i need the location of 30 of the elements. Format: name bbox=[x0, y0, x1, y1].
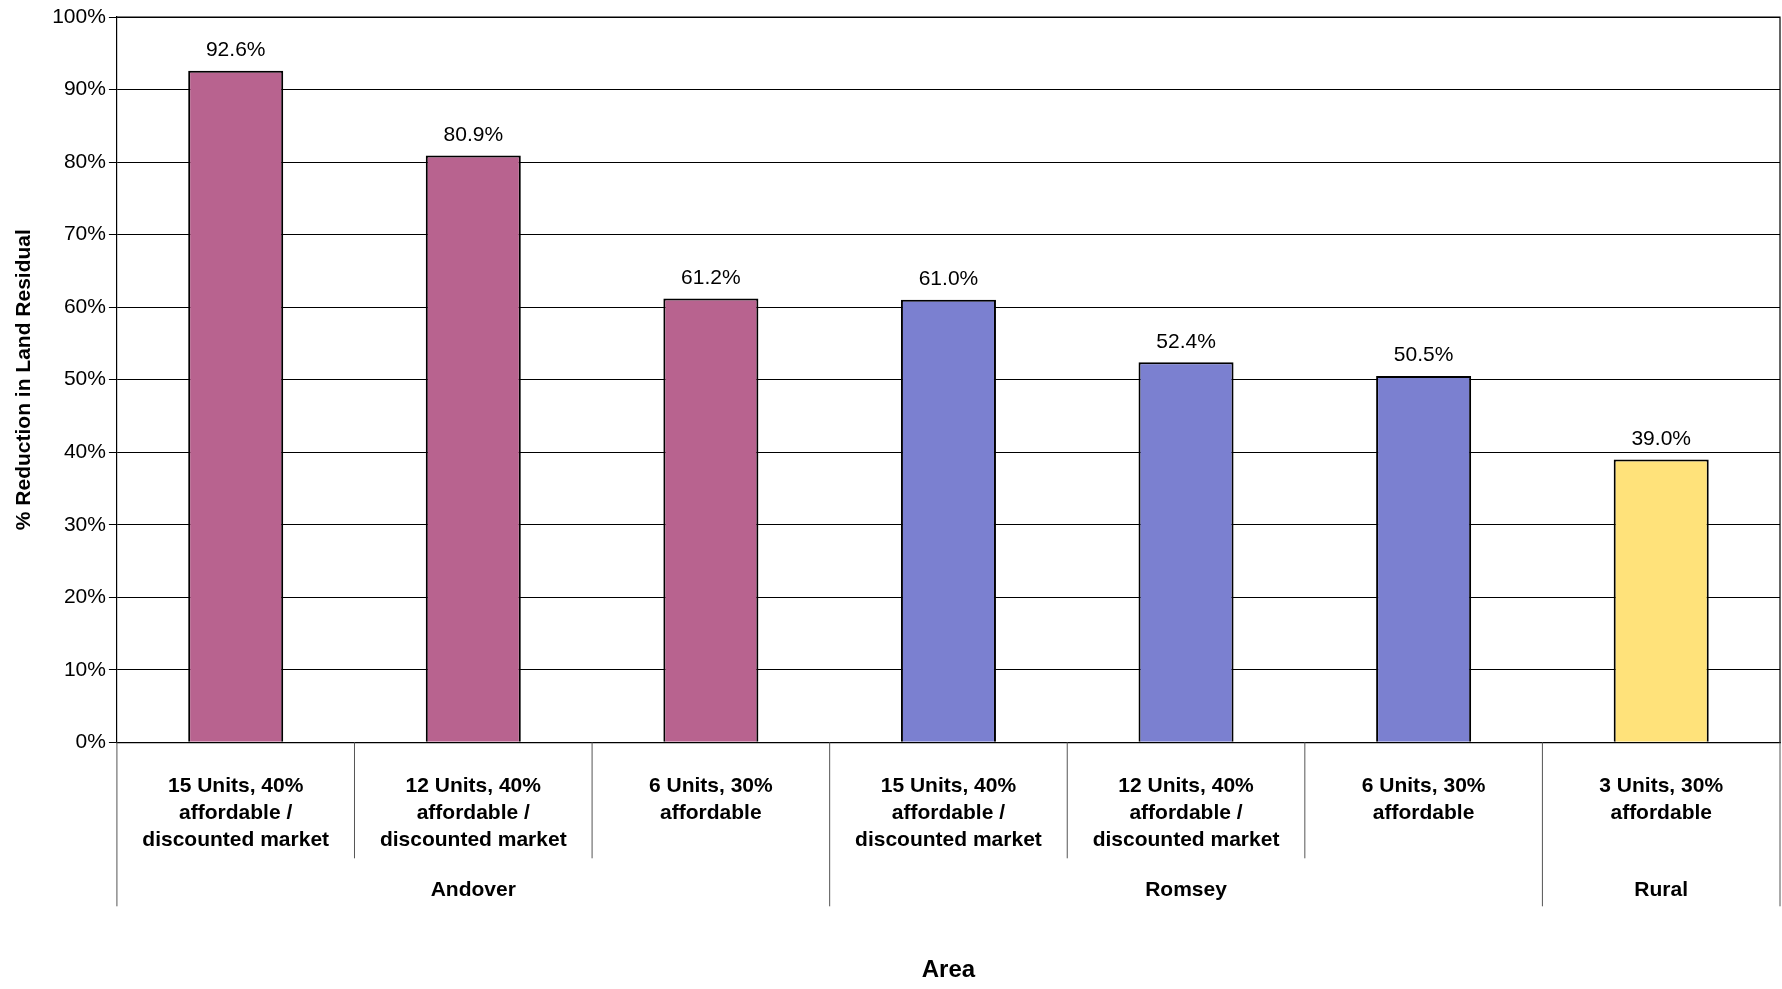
data-label: 80.9% bbox=[443, 121, 504, 145]
y-tick-label: 40% bbox=[63, 438, 106, 462]
x-tick-label: 15 Units, 40% affordable / discounted market bbox=[855, 772, 1042, 851]
x-axis-title: Area bbox=[921, 955, 976, 983]
data-label: 61.0% bbox=[918, 266, 979, 290]
y-tick-label: 30% bbox=[63, 511, 106, 535]
data-label: 52.4% bbox=[1156, 328, 1216, 352]
x-tick-label: 6 Units, 30% affordable bbox=[1361, 772, 1486, 824]
data-label: 39.0% bbox=[1631, 425, 1691, 449]
y-tick-label: 70% bbox=[63, 221, 106, 245]
y-tick-label: 50% bbox=[63, 366, 106, 390]
x-tick-label: 12 Units, 40% affordable / discounted market bbox=[1092, 772, 1280, 851]
y-tick-label: 20% bbox=[63, 584, 106, 608]
y-axis-title: % Reduction in Land Residual bbox=[11, 229, 35, 531]
data-label: 61.2% bbox=[681, 264, 741, 288]
data-label: 92.6% bbox=[205, 36, 266, 60]
y-tick-label: 90% bbox=[63, 76, 106, 100]
x-tick-label: 12 Units, 40% affordable / discounted market bbox=[379, 772, 567, 851]
x-tick-label: 6 Units, 30% affordable bbox=[649, 772, 774, 824]
x-tick-label: 15 Units, 40% affordable / discounted market bbox=[142, 772, 330, 851]
y-tick-label: 100% bbox=[52, 3, 106, 27]
y-tick-label: 0% bbox=[75, 729, 106, 753]
y-tick-label: 60% bbox=[63, 293, 106, 317]
text: Andover bbox=[430, 877, 516, 901]
y-tick-label: 10% bbox=[63, 656, 106, 680]
text: Romsey bbox=[1145, 877, 1228, 901]
data-label: 50.5% bbox=[1393, 342, 1454, 366]
text: Rural bbox=[1634, 877, 1689, 901]
y-tick-label: 80% bbox=[63, 148, 106, 172]
x-tick-label: 3 Units, 30% affordable bbox=[1599, 772, 1724, 824]
